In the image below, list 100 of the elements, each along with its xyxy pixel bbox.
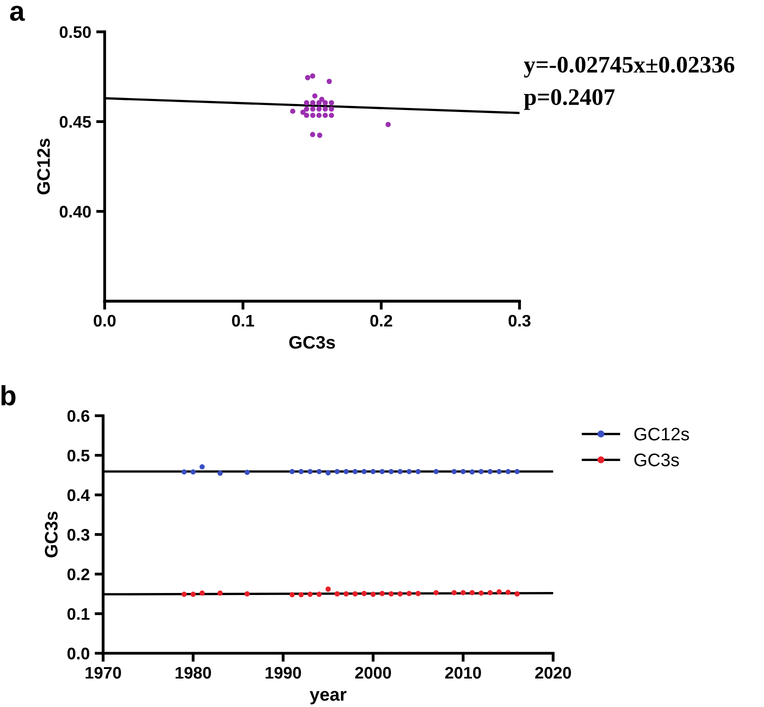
chart-title: b	[1, 385, 16, 406]
x-tick-label: 2020	[535, 666, 571, 679]
point	[304, 112, 310, 118]
x-tick-label: 0.1	[232, 314, 254, 327]
point	[310, 100, 316, 106]
text: p=0.2407	[524, 89, 615, 110]
point	[352, 468, 358, 474]
chart-title: a	[10, 6, 25, 21]
point	[200, 464, 205, 470]
point	[290, 108, 296, 114]
point	[478, 468, 484, 474]
point	[244, 591, 250, 596]
y-tick-label: 0.50	[60, 26, 91, 38]
point	[218, 590, 223, 596]
point	[317, 132, 322, 138]
point	[326, 470, 331, 476]
point	[182, 592, 187, 597]
point	[488, 468, 493, 474]
x-axis-title: GC3s	[289, 336, 335, 349]
y-tick-label: 0.1	[67, 608, 90, 620]
point	[478, 590, 484, 596]
point	[344, 591, 349, 596]
x-tick-label: 1970	[86, 666, 121, 679]
point	[416, 590, 421, 596]
point	[334, 468, 340, 474]
point	[316, 468, 322, 474]
point	[326, 78, 332, 84]
x-axis-title: year	[310, 690, 346, 704]
point	[434, 468, 439, 474]
point	[316, 592, 322, 597]
y-tick-label: 0.4	[67, 489, 90, 502]
point	[406, 590, 412, 596]
point	[362, 590, 367, 596]
point	[310, 112, 316, 118]
y-tick-label: 0.5	[67, 450, 90, 462]
point	[200, 590, 205, 596]
y-tick-label: 0.40	[60, 206, 91, 218]
point	[514, 468, 520, 474]
point	[388, 591, 394, 596]
x-tick-label: 0.2	[370, 314, 392, 327]
point	[488, 590, 493, 596]
point	[380, 590, 385, 596]
point	[344, 468, 349, 474]
point	[304, 100, 310, 106]
point	[514, 591, 520, 596]
x-tick-label: 0.3	[508, 314, 531, 327]
point	[316, 100, 322, 106]
x-tick-label: 1990	[266, 666, 301, 679]
point	[328, 112, 334, 118]
point	[316, 112, 322, 118]
point	[290, 592, 295, 598]
point	[362, 468, 367, 474]
point	[452, 468, 457, 474]
point	[328, 100, 334, 106]
point	[190, 592, 196, 597]
point	[470, 469, 475, 475]
y-tick-label: 0.45	[60, 116, 92, 128]
y-tick-label: 0.6	[67, 410, 90, 422]
point	[310, 73, 316, 79]
point	[322, 106, 328, 112]
y-tick-label: 0.2	[67, 568, 90, 580]
point	[506, 468, 511, 474]
legend-label: GC12s	[634, 428, 689, 440]
point	[298, 592, 304, 598]
point	[304, 106, 310, 112]
y-tick-label: 0.0	[67, 648, 90, 660]
point	[388, 468, 394, 474]
point	[310, 132, 316, 138]
x-tick-label: 2010	[445, 666, 481, 679]
point	[316, 106, 322, 112]
point	[328, 106, 334, 112]
point	[308, 468, 313, 474]
y-axis-title: GC12s	[37, 138, 50, 194]
point	[370, 592, 376, 597]
point	[370, 468, 376, 474]
legend-label: GC3s	[634, 454, 679, 466]
point	[308, 592, 313, 597]
x-tick-label: 2000	[355, 666, 391, 679]
y-tick-label: 0.3	[67, 528, 90, 541]
point	[298, 468, 304, 474]
point	[334, 591, 340, 596]
point	[460, 590, 466, 596]
point	[398, 591, 403, 596]
point	[190, 469, 196, 475]
point	[244, 470, 250, 475]
point	[416, 468, 421, 474]
point	[434, 590, 439, 596]
point	[452, 590, 457, 596]
point	[300, 110, 306, 115]
point	[398, 468, 403, 474]
point	[322, 112, 328, 118]
point	[312, 93, 318, 99]
point	[182, 469, 187, 475]
y-axis-title: GC3s	[44, 512, 58, 558]
point	[305, 75, 310, 80]
point	[326, 586, 331, 592]
point	[496, 468, 502, 474]
point	[322, 100, 328, 106]
point	[218, 470, 223, 476]
point	[310, 106, 316, 112]
